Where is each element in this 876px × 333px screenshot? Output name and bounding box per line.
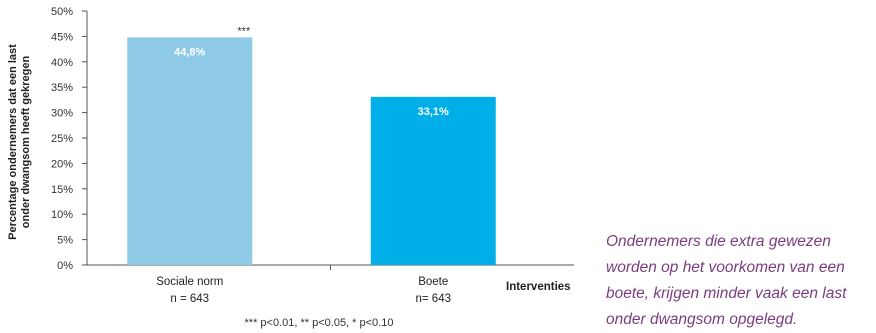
data-label: 33,1% [418,106,449,118]
significance-stars: *** [237,25,251,37]
category-sample-size: n = 643 [170,293,209,305]
caption: Ondernemers die extra gewezen worden op … [606,233,847,328]
bar-chart: Percentage ondernemers dat een last onde… [7,6,574,329]
y-tick-label: 30% [51,108,73,120]
category-label: Sociale norm [156,276,223,288]
y-axis-label-line-2: onder dwangsom heeft gekregen [20,56,32,229]
y-axis-label-line-1: Percentage ondernemers dat een last [7,44,19,240]
y-tick-label: 35% [51,82,73,94]
y-axis-label: Percentage ondernemers dat een last onde… [7,44,32,240]
x-axis-label: Interventies [506,281,571,293]
y-tick-label: 15% [51,184,73,196]
y-tick-label: 50% [51,6,73,18]
bar [370,96,496,266]
bars: 44,8% *** 33,1% [127,25,496,266]
y-tick-label: 5% [57,235,73,247]
data-label: 44,8% [174,46,205,58]
category-sample-size: n= 643 [416,293,452,305]
y-tick-label: 10% [51,209,73,221]
y-tick-label: 20% [51,158,73,170]
y-tick-label: 25% [51,133,73,145]
y-tick-label: 0% [57,260,73,272]
significance-footnote: *** p<0.01, ** p<0.05, * p<0.10 [245,317,394,329]
y-tick-label: 45% [51,31,73,43]
bar [127,37,253,265]
category-label: Boete [418,276,448,288]
y-tick-label: 40% [51,57,73,69]
y-ticks: 0% 5% 10% 15% 20% 25% 30% 35% 40% 45% 50% [51,6,87,272]
x-categories: Sociale norm n = 643 Boete n= 643 [156,276,451,305]
